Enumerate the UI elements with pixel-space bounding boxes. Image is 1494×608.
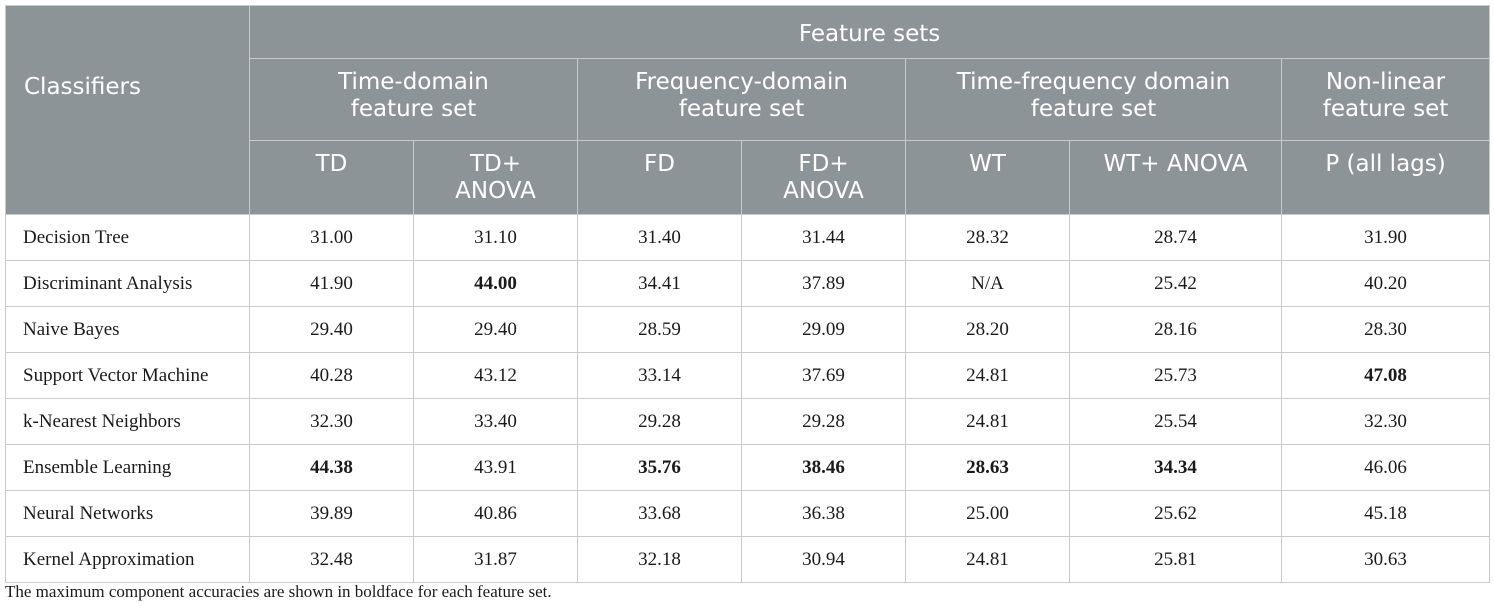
table-row: Support Vector Machine 40.28 43.12 33.14 37.… — [5, 352, 1491, 399]
accuracy-cell: 28.74 — [1069, 214, 1282, 261]
accuracy-cell: 25.00 — [905, 490, 1070, 537]
subcolumn-header-wt-anova: WT+ ANOVA — [1069, 140, 1282, 215]
group-header-frequency-domain: Frequency-domain feature set — [577, 58, 906, 141]
table-row: Ensemble Learning 44.38 43.91 35.76 38.46 28.… — [5, 444, 1491, 491]
accuracy-cell: 25.62 — [1069, 490, 1282, 537]
accuracy-cell: 37.69 — [741, 352, 906, 399]
accuracy-cell: 31.90 — [1280, 214, 1491, 261]
accuracy-cell: 40.86 — [413, 490, 578, 537]
accuracy-cell: 31.40 — [577, 214, 742, 261]
accuracy-cell: 40.28 — [249, 352, 414, 399]
accuracy-cell: 29.40 — [413, 306, 578, 353]
accuracy-cell: 33.40 — [413, 398, 578, 445]
accuracy-cell: 41.90 — [249, 260, 414, 307]
table-body: Decision Tree 31.00 31.10 31.40 31.44 28.32 28… — [5, 214, 1491, 583]
accuracy-cell: 33.14 — [577, 352, 742, 399]
accuracy-cell: 44.38 — [249, 444, 414, 491]
accuracy-cell: 31.10 — [413, 214, 578, 261]
accuracy-cell: 33.68 — [577, 490, 742, 537]
classifiers-header: Classifiers — [5, 5, 250, 215]
accuracy-cell: 44.00 — [413, 260, 578, 307]
accuracy-cell: 38.46 — [741, 444, 906, 491]
accuracy-cell: N/A — [905, 260, 1070, 307]
accuracy-cell: 32.30 — [1280, 398, 1491, 445]
table-row: Decision Tree 31.00 31.10 31.40 31.44 28.32 28… — [5, 214, 1491, 261]
table-row: Discriminant Analysis 41.90 44.00 34.41 37.8… — [5, 260, 1491, 307]
accuracy-cell: 45.18 — [1280, 490, 1491, 537]
classifier-name-cell: Discriminant Analysis — [5, 260, 250, 307]
table-row: k-Nearest Neighbors 32.30 33.40 29.28 29.28 2… — [5, 398, 1491, 445]
classifier-name-cell: Neural Networks — [5, 490, 250, 537]
table-header: Classifiers Feature sets Time-domain feat… — [5, 5, 1491, 215]
classifier-name-cell: Kernel Approximation — [5, 536, 250, 583]
accuracy-cell: 39.89 — [249, 490, 414, 537]
subcolumn-header-td: TD — [249, 140, 414, 215]
accuracy-cell: 47.08 — [1280, 352, 1491, 399]
accuracy-cell: 31.00 — [249, 214, 414, 261]
table-row: Neural Networks 39.89 40.86 33.68 36.38 25.00… — [5, 490, 1491, 537]
accuracy-cell: 29.09 — [741, 306, 906, 353]
accuracy-cell: 32.18 — [577, 536, 742, 583]
results-table-container: Classifiers Feature sets Time-domain feat… — [5, 5, 1491, 583]
subcolumn-header-p-all-lags: P (all lags) — [1280, 140, 1491, 215]
accuracy-cell: 30.94 — [741, 536, 906, 583]
accuracy-cell: 31.44 — [741, 214, 906, 261]
accuracy-cell: 28.30 — [1280, 306, 1491, 353]
subcolumn-header-td-anova: TD+ ANOVA — [413, 140, 578, 215]
accuracy-cell: 25.54 — [1069, 398, 1282, 445]
accuracy-cell: 36.38 — [741, 490, 906, 537]
accuracy-cell: 28.32 — [905, 214, 1070, 261]
accuracy-cell: 28.20 — [905, 306, 1070, 353]
accuracy-cell: 31.87 — [413, 536, 578, 583]
group-header-time-frequency-domain: Time-frequency domain feature set — [905, 58, 1282, 141]
classifier-name-cell: Naive Bayes — [5, 306, 250, 353]
classifier-accuracy-table: Classifiers Feature sets Time-domain feat… — [5, 5, 1491, 583]
accuracy-cell: 25.81 — [1069, 536, 1282, 583]
group-header-non-linear: Non-linear feature set — [1280, 58, 1491, 141]
subcolumn-header-wt: WT — [905, 140, 1070, 215]
accuracy-cell: 32.30 — [249, 398, 414, 445]
accuracy-cell: 24.81 — [905, 398, 1070, 445]
classifier-name-cell: Support Vector Machine — [5, 352, 250, 399]
accuracy-cell: 28.59 — [577, 306, 742, 353]
accuracy-cell: 30.63 — [1280, 536, 1491, 583]
classifier-name-cell: k-Nearest Neighbors — [5, 398, 250, 445]
accuracy-cell: 43.91 — [413, 444, 578, 491]
accuracy-cell: 34.34 — [1069, 444, 1282, 491]
subcolumn-header-fd: FD — [577, 140, 742, 215]
feature-sets-header: Feature sets — [248, 5, 1491, 59]
subcolumn-header-fd-anova: FD+ ANOVA — [741, 140, 906, 215]
accuracy-cell: 25.42 — [1069, 260, 1282, 307]
accuracy-cell: 29.40 — [249, 306, 414, 353]
accuracy-cell: 34.41 — [577, 260, 742, 307]
accuracy-cell: 28.16 — [1069, 306, 1282, 353]
table-row: Naive Bayes 29.40 29.40 28.59 29.09 28.20 28.1… — [5, 306, 1491, 353]
accuracy-cell: 46.06 — [1280, 444, 1491, 491]
accuracy-cell: 40.20 — [1280, 260, 1491, 307]
accuracy-cell: 29.28 — [741, 398, 906, 445]
table-footnote: The maximum component accuracies are sho… — [5, 582, 552, 601]
accuracy-cell: 35.76 — [577, 444, 742, 491]
accuracy-cell: 24.81 — [905, 352, 1070, 399]
accuracy-cell: 24.81 — [905, 536, 1070, 583]
accuracy-cell: 29.28 — [577, 398, 742, 445]
accuracy-cell: 37.89 — [741, 260, 906, 307]
accuracy-cell: 32.48 — [249, 536, 414, 583]
classifier-name-cell: Ensemble Learning — [5, 444, 250, 491]
accuracy-cell: 43.12 — [413, 352, 578, 399]
accuracy-cell: 25.73 — [1069, 352, 1282, 399]
group-header-time-domain: Time-domain feature set — [249, 58, 578, 141]
classifier-name-cell: Decision Tree — [5, 214, 250, 261]
accuracy-cell: 28.63 — [905, 444, 1070, 491]
table-row: Kernel Approximation 32.48 31.87 32.18 30.94… — [5, 536, 1491, 583]
